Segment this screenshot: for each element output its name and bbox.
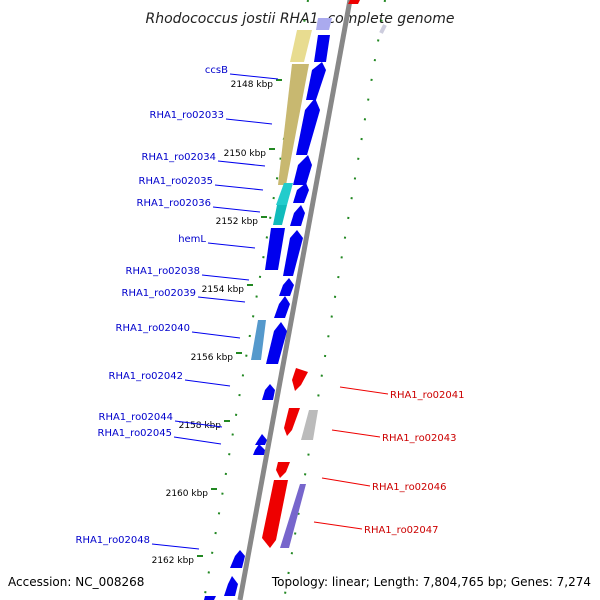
gene-arrow <box>279 278 294 296</box>
similarity-shade-1 <box>290 30 312 62</box>
gene-leader-line <box>214 184 264 191</box>
genome-backbone <box>237 0 353 600</box>
similarity-shade-2 <box>278 64 309 185</box>
gene-label-rha1_ro02040: RHA1_ro02040 <box>116 323 191 334</box>
gene-label-rha1_ro02034: RHA1_ro02034 <box>142 152 217 163</box>
gene-arrow <box>262 384 275 400</box>
gene-label-rha1_ro02039: RHA1_ro02039 <box>122 288 197 299</box>
kbp-tick-label: 2162 kbp <box>152 556 195 566</box>
forward-gene-features <box>204 35 330 600</box>
gene-arrow <box>290 205 305 226</box>
gene-leader-line <box>217 160 266 167</box>
kbp-tick-label: 2152 kbp <box>216 217 259 227</box>
kbp-tick-label: 2148 kbp <box>231 80 274 90</box>
gene-arrow <box>276 462 290 478</box>
reverse-gene-features <box>262 0 360 548</box>
gene-arrow <box>262 480 288 548</box>
gene-leader-line <box>313 521 363 530</box>
gene-arrow <box>274 296 290 318</box>
gene-leader-line <box>321 477 371 487</box>
gene-label-ccsb: ccsB <box>205 65 228 76</box>
gene-arrow <box>314 35 330 62</box>
kbp-tick-label: 2150 kbp <box>224 149 267 159</box>
gene-label-rha1_ro02044: RHA1_ro02044 <box>99 412 174 423</box>
similarity-shade-6 <box>301 410 318 440</box>
gene-leader-line <box>229 73 279 80</box>
map-title: Rhodococcus jostii RHA1, complete genome <box>145 11 454 27</box>
gene-arrow <box>284 408 300 436</box>
gene-arrow <box>224 576 238 596</box>
gene-arrow <box>283 230 303 276</box>
kbp-tick-label: 2158 kbp <box>179 421 222 431</box>
similarity-shade-5 <box>251 320 266 360</box>
gene-leader-line <box>151 543 200 550</box>
gene-arrow <box>293 155 312 185</box>
reverse-gene-labels: RHA1_ro02041 RHA1_ro02043 RHA1_ro02046 RHA1… <box>313 386 465 536</box>
summary-text: Topology: linear; Length: 7,804,765 bp; … <box>271 575 591 589</box>
gene-arrow <box>293 183 309 203</box>
right-tick-track <box>283 0 386 600</box>
forward-gene-labels: ccsB RHA1_ro02033 RHA1_ro02034 RHA1_ro02035… <box>76 65 279 550</box>
gene-leader-line <box>174 420 223 428</box>
gene-label-heml: hemL <box>178 234 206 245</box>
gene-leader-line <box>207 242 256 249</box>
gene-arrow <box>265 228 285 270</box>
gene-label-rha1_ro02048: RHA1_ro02048 <box>76 535 151 546</box>
faint-gene-mark <box>316 18 332 30</box>
gene-leader-line <box>191 331 241 339</box>
similarity-shade-3 <box>276 183 293 205</box>
gene-label-rha1_ro02036: RHA1_ro02036 <box>137 198 212 209</box>
gene-leader-line <box>197 296 246 303</box>
gene-label-rha1_ro02042: RHA1_ro02042 <box>109 371 184 382</box>
gene-arrow <box>292 368 308 391</box>
kbp-tick-labels: 2148 kbp 2150 kbp 2152 kbp 2154 kbp 2156 kbp… <box>152 79 282 566</box>
similarity-shade-4 <box>273 205 287 225</box>
gene-leader-line <box>225 118 273 125</box>
similarity-shade-7 <box>280 484 306 548</box>
gene-label-rha1_ro02041: RHA1_ro02041 <box>390 390 465 401</box>
gene-arrow <box>253 444 265 455</box>
gene-label-rha1_ro02045: RHA1_ro02045 <box>98 428 173 439</box>
gene-arrow <box>296 98 320 155</box>
gene-leader-line <box>331 429 381 438</box>
gene-arrow <box>306 62 326 100</box>
gene-label-rha1_ro02047: RHA1_ro02047 <box>364 525 439 536</box>
gene-arrow <box>348 0 360 4</box>
gene-arrow <box>230 550 245 568</box>
gene-label-rha1_ro02033: RHA1_ro02033 <box>150 110 225 121</box>
kbp-tick-label: 2154 kbp <box>202 285 245 295</box>
accession-text: Accession: NC_008268 <box>8 575 144 589</box>
gene-leader-line <box>339 386 389 395</box>
gene-leader-line <box>184 379 231 387</box>
gene-arrow <box>204 596 216 600</box>
gene-label-rha1_ro02043: RHA1_ro02043 <box>382 433 457 444</box>
gene-leader-line <box>201 274 250 281</box>
gene-arrow <box>255 434 267 445</box>
gene-leader-line <box>173 436 222 445</box>
faint-track-mark <box>379 24 387 34</box>
kbp-tick-label: 2156 kbp <box>191 353 234 363</box>
gene-label-rha1_ro02035: RHA1_ro02035 <box>139 176 214 187</box>
kbp-tick-label: 2160 kbp <box>166 489 209 499</box>
gene-arrow <box>266 322 287 364</box>
gene-leader-line <box>212 206 261 213</box>
gene-label-rha1_ro02046: RHA1_ro02046 <box>372 482 447 493</box>
gene-label-rha1_ro02038: RHA1_ro02038 <box>126 266 201 277</box>
